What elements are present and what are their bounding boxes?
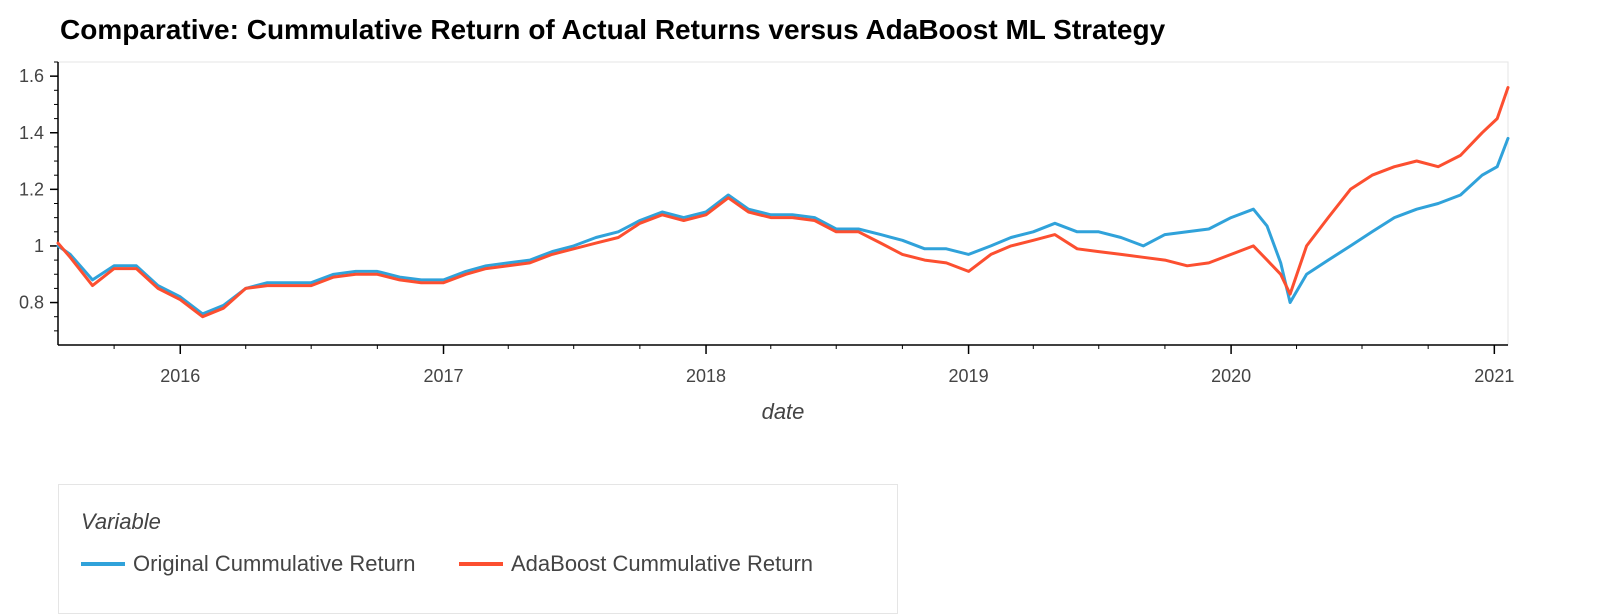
- legend-swatch-adaboost: [459, 562, 503, 566]
- legend-label-original: Original Cummulative Return: [133, 551, 416, 576]
- chart-title: Comparative: Cummulative Return of Actua…: [60, 14, 1166, 45]
- series-line-original[interactable]: [56, 136, 1510, 316]
- series-line-adaboost[interactable]: [56, 86, 1510, 319]
- x-tick-label: 2021: [1474, 366, 1514, 386]
- x-tick-label: 2020: [1211, 366, 1251, 386]
- legend-item-original[interactable]: Original Cummulative Return: [81, 551, 415, 577]
- x-axis-title: date: [762, 399, 805, 424]
- y-tick-label: 1: [34, 236, 44, 256]
- y-tick-label: 1.6: [19, 66, 44, 86]
- y-tick-label: 1.2: [19, 179, 44, 199]
- y-tick-label: 1.4: [19, 123, 44, 143]
- x-tick-label: 2018: [686, 366, 726, 386]
- legend-title: Variable: [81, 509, 161, 534]
- x-tick-label: 2019: [949, 366, 989, 386]
- chart-plot[interactable]: 0.8 1 1.2 1.4 1.6 2016 2017 2018 2019 2020 2021 da…: [0, 0, 1600, 460]
- series-lines: [56, 86, 1510, 319]
- y-tick-label: 0.8: [19, 293, 44, 313]
- axis-ticks: 0.8 1 1.2 1.4 1.6 2016 2017 2018 2019 2020 2021: [19, 61, 1514, 386]
- legend-item-adaboost[interactable]: AdaBoost Cummulative Return: [459, 551, 813, 577]
- legend: Variable Original Cummulative Return Ada…: [58, 484, 898, 614]
- x-tick-label: 2017: [423, 366, 463, 386]
- legend-label-adaboost: AdaBoost Cummulative Return: [511, 551, 814, 576]
- legend-swatch-original: [81, 562, 125, 566]
- x-tick-label: 2016: [160, 366, 200, 386]
